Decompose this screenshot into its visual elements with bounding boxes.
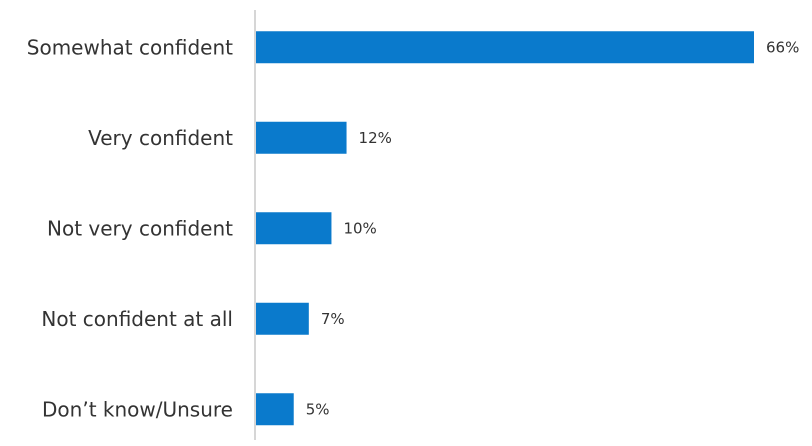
value-label: 10% [343, 219, 376, 237]
category-label: Not very confident [47, 216, 233, 240]
value-label: 5% [306, 400, 330, 418]
bar [256, 302, 309, 335]
bar [256, 31, 754, 64]
value-label: 66% [766, 38, 799, 56]
category-label: Very confident [88, 126, 233, 150]
value-label: 7% [321, 310, 345, 328]
category-label: Not confident at all [41, 307, 233, 331]
category-label: Somewhat confident [27, 35, 233, 59]
category-label: Don’t know/Unsure [42, 397, 233, 421]
bars-layer: Somewhat confident 66% Very confident 12% No… [27, 31, 799, 426]
bar [256, 393, 294, 426]
bar [256, 121, 347, 154]
bar [256, 212, 332, 245]
value-label: 12% [359, 129, 392, 147]
